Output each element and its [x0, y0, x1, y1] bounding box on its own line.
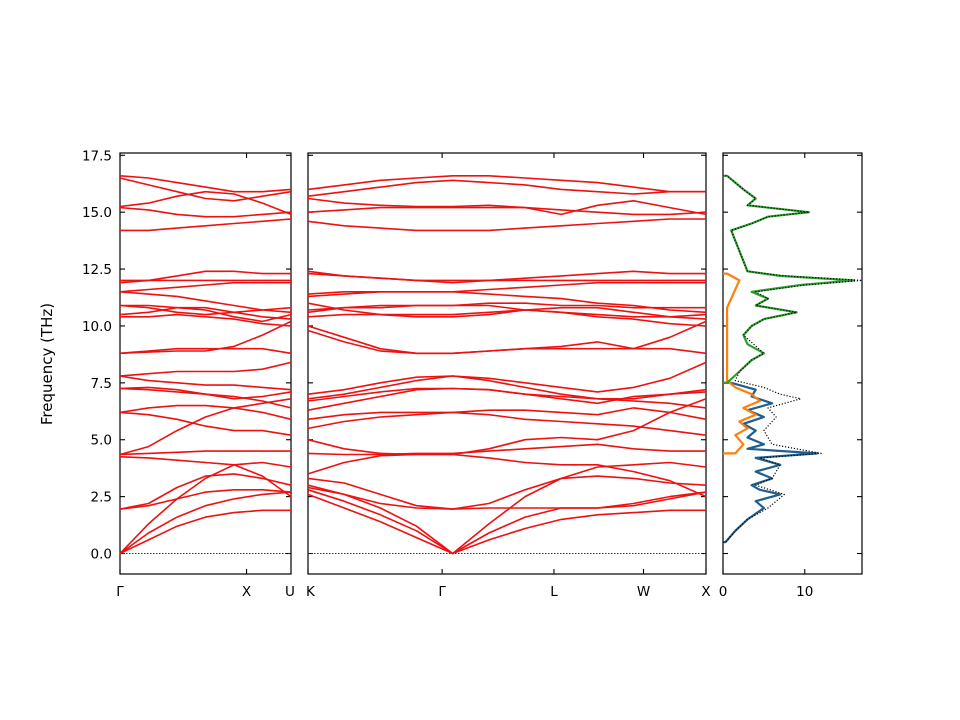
band-line [120, 218, 292, 232]
band-line [307, 461, 707, 555]
band-panel-frame [119, 152, 292, 575]
band-line [307, 398, 707, 456]
x-tick-label: X [701, 584, 710, 600]
band-panel-frame [307, 152, 707, 575]
band-line [307, 302, 706, 314]
y-tick-label: 5.0 [91, 433, 112, 449]
dos-series-line [723, 175, 863, 543]
band-line [307, 281, 706, 295]
band-line [119, 386, 292, 400]
band-line [307, 270, 706, 282]
x-tick-label: K [306, 584, 316, 600]
dos-x-tick-label: 10 [796, 584, 813, 600]
band-line [307, 218, 706, 232]
band-line [119, 411, 292, 436]
band-line [119, 491, 292, 555]
band-line [119, 461, 292, 555]
band-line [120, 304, 292, 323]
band-line [120, 313, 292, 327]
y-axis-label: Frequency (THz) [38, 303, 56, 425]
band-line [307, 475, 707, 510]
band-line [307, 407, 707, 421]
band-line [119, 456, 292, 498]
band-line [307, 175, 706, 193]
band-line [307, 411, 707, 436]
y-tick-label: 2.5 [91, 490, 112, 506]
band-line [119, 361, 292, 377]
band-line [119, 450, 291, 456]
dos-series-line [723, 381, 819, 544]
band-line [119, 291, 292, 314]
band-line [119, 175, 292, 193]
band-line [119, 177, 292, 202]
band-line [119, 398, 292, 456]
band-line [307, 304, 707, 318]
band-line [307, 291, 707, 314]
band-line [307, 387, 707, 405]
dos-x-tick-label: 0 [719, 584, 728, 600]
y-tick-label: 17.5 [82, 148, 112, 164]
x-tick-label: Γ [438, 584, 446, 600]
y-tick-label: 0.0 [91, 547, 112, 563]
dos-series-line [723, 272, 761, 455]
x-tick-label: W [637, 584, 650, 600]
band-line [307, 443, 706, 456]
band-line [119, 190, 292, 216]
x-tick-label: L [550, 584, 558, 600]
band-line [307, 197, 707, 216]
band-line [307, 320, 707, 355]
band-line [307, 179, 706, 197]
band-line [307, 453, 707, 498]
band-line [307, 484, 707, 510]
band-line [119, 206, 292, 218]
band-line [119, 509, 291, 555]
band-panel-gamma-x-u: 0.0 2.5 5.0 7.5 10.0 12.5 15.0 17.5 Γ X U [82, 148, 295, 600]
band-line [307, 361, 707, 395]
band-line [119, 375, 292, 391]
band-line [307, 493, 706, 555]
band-line [307, 306, 707, 320]
band-line [307, 375, 707, 400]
band-line [119, 473, 292, 510]
band-line [119, 347, 292, 355]
band-line [119, 320, 292, 355]
band-line [307, 489, 707, 555]
y-tick-label: 15.0 [82, 205, 112, 221]
band-line [119, 306, 292, 320]
y-tick-label: 10.0 [82, 319, 112, 335]
band-line [119, 281, 291, 293]
band-line [119, 404, 292, 421]
y-tick-label: 7.5 [91, 376, 112, 392]
dos-panel: 0 10 [719, 152, 863, 600]
x-tick-label: Γ [116, 584, 124, 600]
x-tick-label: U [285, 584, 295, 600]
x-tick-label: X [242, 584, 251, 600]
band-line [119, 489, 292, 510]
band-line [307, 206, 707, 216]
dos-panel-frame [722, 152, 863, 575]
y-tick-label: 12.5 [82, 262, 112, 278]
